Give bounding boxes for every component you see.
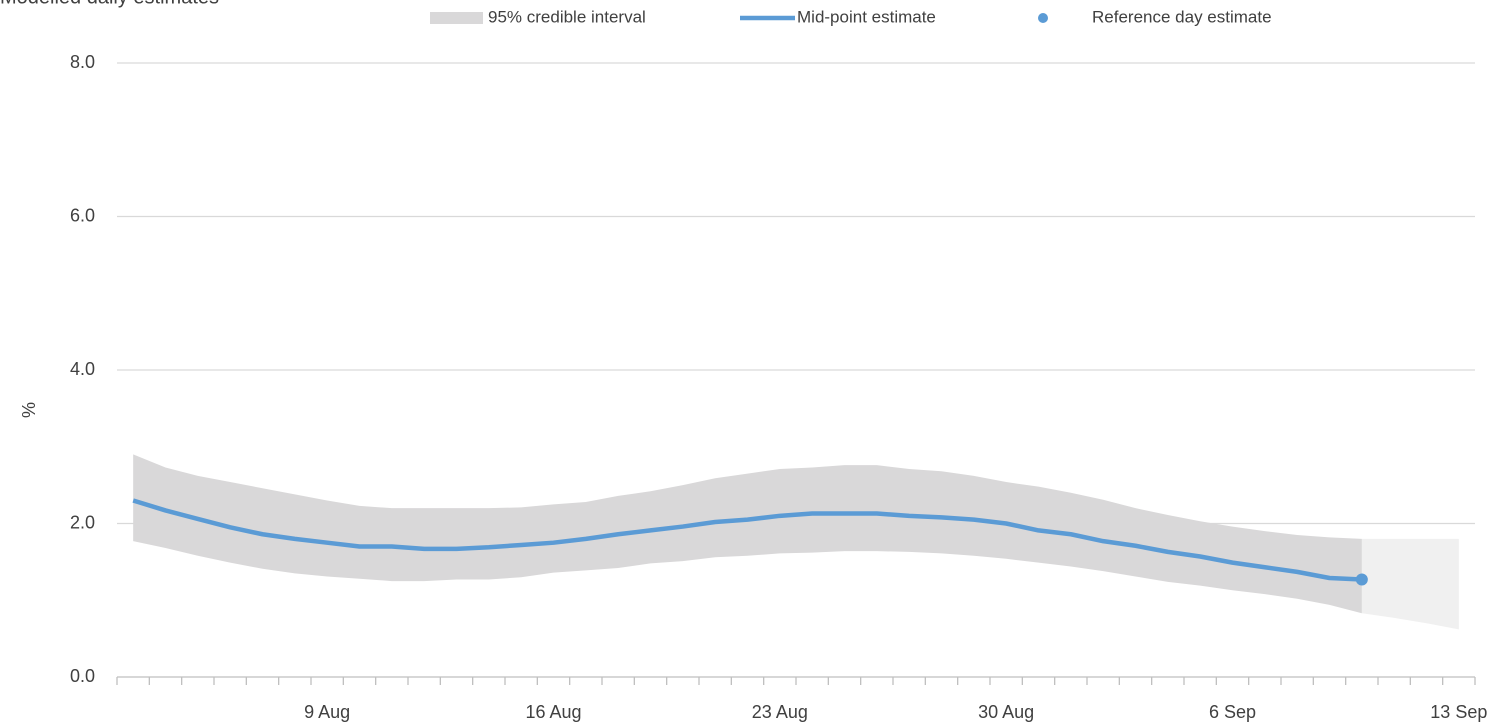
x-tick-label: 13 Sep — [1430, 702, 1487, 722]
y-tick-label: 0.0 — [70, 666, 95, 686]
reference-point — [1355, 573, 1368, 586]
y-tick-label: 6.0 — [70, 205, 95, 225]
legend-label: Mid-point estimate — [797, 7, 936, 26]
y-tick-label: 8.0 — [70, 52, 95, 72]
x-tick-label: 6 Sep — [1209, 702, 1256, 722]
x-tick-label: 16 Aug — [525, 702, 581, 722]
legend-swatch — [430, 12, 483, 24]
shaded-band — [1361, 538, 1459, 630]
legend: 95% credible interval Mid-point estimate R… — [430, 7, 1272, 26]
legend-label: Reference day estimate — [1092, 7, 1272, 26]
x-tick-label: 9 Aug — [304, 702, 350, 722]
y-axis-label: % — [19, 402, 39, 418]
x-tick-label: 23 Aug — [752, 702, 808, 722]
legend-swatch — [1038, 13, 1048, 23]
chart-title: Modelled daily estimates — [0, 0, 219, 8]
mid-line — [132, 498, 1362, 582]
x-tick-label: 30 Aug — [978, 702, 1034, 722]
y-tick-label: 4.0 — [70, 359, 95, 379]
legend-label: 95% credible interval — [488, 7, 646, 26]
credible-interval — [133, 454, 1362, 614]
y-tick-label: 2.0 — [70, 512, 95, 532]
